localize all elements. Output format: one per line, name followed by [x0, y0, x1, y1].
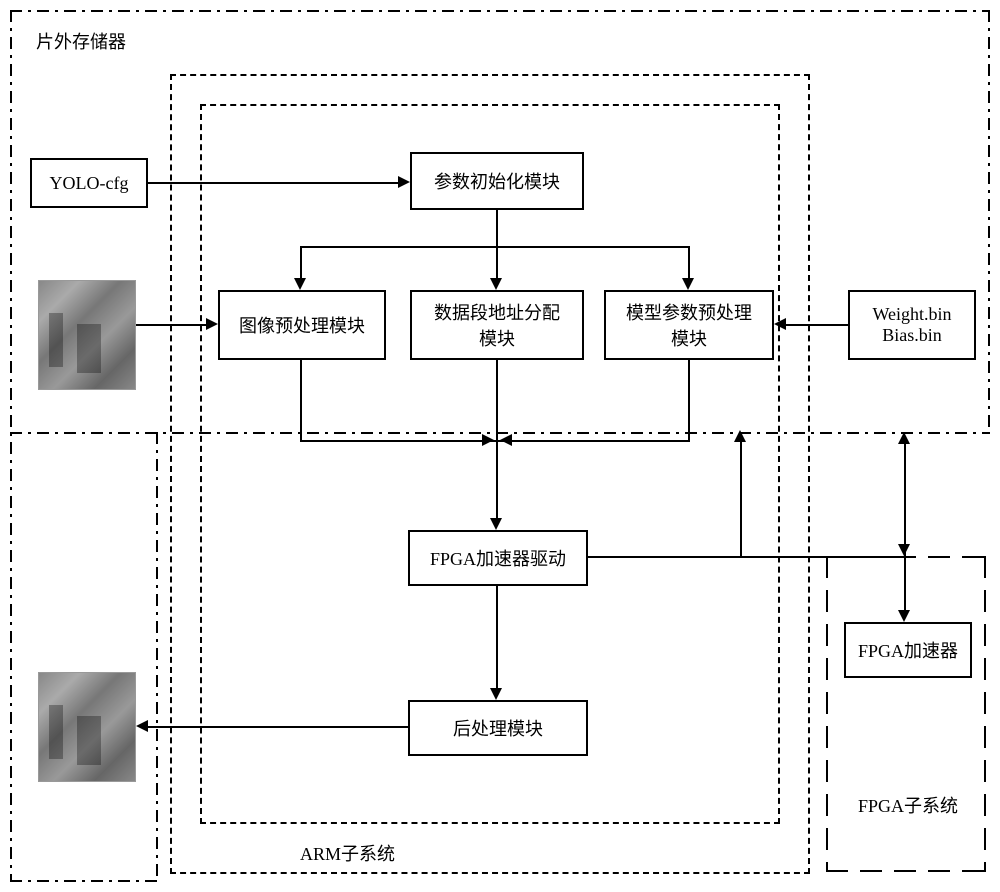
edge-merge-head-left	[482, 434, 494, 446]
output-image-thumb	[38, 672, 136, 782]
edge-to-addralloc	[496, 246, 498, 278]
edge-post-to-output	[148, 726, 408, 728]
edge-to-fpga-accel-head	[898, 610, 910, 622]
edge-to-addralloc-head	[490, 278, 502, 290]
fpga-subsystem-border-bottom	[826, 870, 986, 872]
post-proc-node: 后处理模块	[408, 700, 588, 756]
fpga-accel-node: FPGA加速器	[844, 622, 972, 678]
edge-feedback-head	[734, 430, 746, 442]
yolo-cfg-node: YOLO-cfg	[30, 158, 148, 208]
edge-to-imgpre	[300, 246, 302, 278]
input-image-thumb	[38, 280, 136, 390]
edge-input-to-imgpre	[136, 324, 206, 326]
edge-input-to-imgpre-head	[206, 318, 218, 330]
edge-merge-to-driver	[496, 442, 498, 518]
fpga-subsystem-border-left	[826, 556, 828, 872]
offchip-memory-label: 片外存储器	[36, 28, 126, 54]
addr-alloc-node: 数据段地址分配 模块	[410, 290, 584, 360]
edge-yolo-to-paraminit	[148, 182, 398, 184]
edge-imgpre-down	[300, 360, 302, 442]
edge-driver-right-v	[904, 444, 906, 558]
fpga-subsystem-label: FPGA子系统	[858, 792, 958, 818]
offchip-memory-border-top	[10, 10, 990, 12]
image-preproc-node: 图像预处理模块	[218, 290, 386, 360]
edge-modelpre-down	[688, 360, 690, 442]
edge-to-fpga-accel-v	[904, 558, 906, 610]
edge-merge-to-driver-head	[490, 518, 502, 530]
model-param-preproc-node: 模型参数预处理 模块	[604, 290, 774, 360]
offchip-memory-border-left	[10, 10, 12, 882]
fpga-subsystem-border-right	[984, 556, 986, 872]
edge-to-imgpre-head	[294, 278, 306, 290]
edge-weight-to-modelpre-head	[774, 318, 786, 330]
edge-to-modelpre-head	[682, 278, 694, 290]
arm-subsystem-label: ARM子系统	[300, 840, 395, 866]
edge-driver-right-h1	[588, 556, 906, 558]
edge-feedback-v	[740, 442, 742, 558]
edge-driver-to-post	[496, 586, 498, 688]
edge-merge-horizontal	[300, 440, 690, 442]
edge-merge-head-right	[500, 434, 512, 446]
edge-driver-to-post-head	[490, 688, 502, 700]
offchip-memory-border-innerleft	[156, 432, 158, 882]
edge-to-modelpre	[688, 246, 690, 278]
edge-fanout-horizontal	[300, 246, 690, 248]
edge-post-to-output-head	[136, 720, 148, 732]
edge-weight-to-modelpre	[786, 324, 848, 326]
edge-yolo-to-paraminit-head	[398, 176, 410, 188]
edge-driver-mem-head-up	[898, 432, 910, 444]
offchip-memory-border-right	[988, 10, 990, 434]
offchip-memory-border-bottom	[10, 880, 158, 882]
fpga-driver-node: FPGA加速器驱动	[408, 530, 588, 586]
param-init-node: 参数初始化模块	[410, 152, 584, 210]
edge-driver-mem-head-down	[898, 544, 910, 556]
weight-bias-node: Weight.bin Bias.bin	[848, 290, 976, 360]
edge-addralloc-down	[496, 360, 498, 442]
edge-paraminit-down	[496, 210, 498, 248]
